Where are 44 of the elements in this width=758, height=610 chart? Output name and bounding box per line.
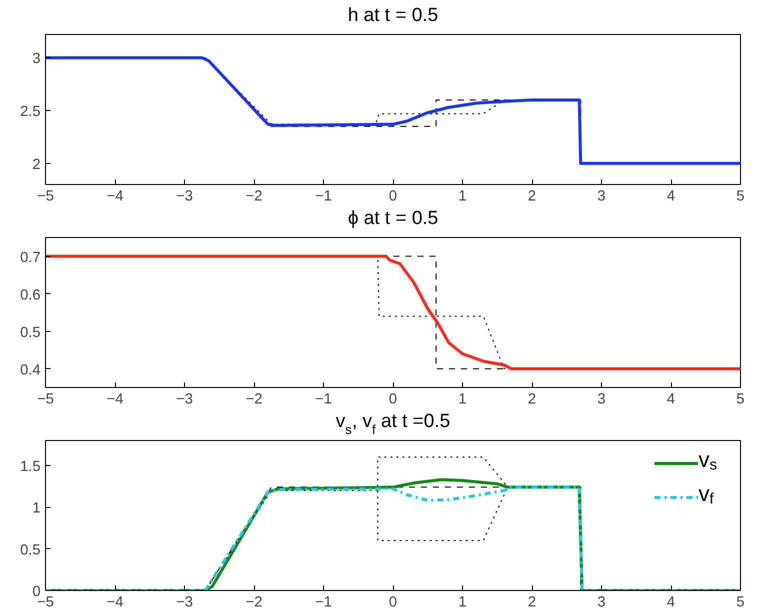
x-tick-label: 1 (458, 594, 467, 610)
x-tick-label: 2 (528, 188, 536, 204)
x-tick-label: 1 (458, 188, 467, 204)
x-tick-label: −4 (106, 392, 124, 408)
y-tick-label: 0.4 (20, 362, 40, 378)
y-tick-label: 1 (32, 500, 41, 517)
x-tick-label: −2 (246, 392, 262, 408)
x-tick-label: 3 (597, 594, 606, 610)
x-tick-label: −1 (315, 188, 332, 204)
chart-title: h at t = 0.5 (348, 5, 438, 26)
y-tick-label: 0.6 (20, 287, 40, 304)
y-tick-label: 0.7 (20, 250, 40, 266)
y-tick-label: 1.5 (20, 459, 40, 475)
x-tick-label: −3 (176, 392, 193, 408)
x-tick-label: −3 (176, 188, 193, 204)
y-tick-label: 2.5 (20, 104, 40, 120)
x-tick-label: 4 (666, 392, 676, 408)
y-tick-label: 0.5 (20, 324, 40, 341)
x-tick-label: 0 (388, 392, 398, 408)
x-tick-label: 3 (597, 392, 606, 408)
x-tick-label: −4 (106, 188, 124, 204)
x-tick-label: −2 (246, 594, 262, 610)
x-tick-label: −5 (37, 188, 54, 204)
x-tick-label: 5 (736, 392, 745, 408)
x-tick-label: 1 (458, 392, 467, 408)
x-tick-label: 0 (388, 594, 398, 610)
x-tick-label: 0 (388, 188, 398, 204)
x-tick-label: −4 (106, 594, 124, 610)
y-tick-label: 2 (32, 156, 41, 173)
x-tick-label: −2 (246, 188, 262, 204)
x-tick-label: −3 (176, 594, 193, 610)
x-tick-label: 5 (736, 188, 745, 204)
x-tick-label: −1 (315, 392, 332, 408)
x-tick-label: 5 (736, 594, 745, 610)
x-tick-label: 2 (528, 594, 536, 610)
y-tick-label: 0.5 (20, 542, 40, 558)
x-tick-label: 3 (597, 188, 606, 204)
x-tick-label: 4 (666, 594, 676, 610)
x-tick-label: 2 (528, 392, 536, 408)
x-tick-label: −1 (315, 594, 332, 610)
x-tick-label: 4 (666, 188, 676, 204)
chart-title: ϕ at t = 0.5 (348, 208, 438, 229)
y-tick-label: 3 (32, 51, 41, 68)
x-tick-label: −5 (37, 392, 54, 408)
